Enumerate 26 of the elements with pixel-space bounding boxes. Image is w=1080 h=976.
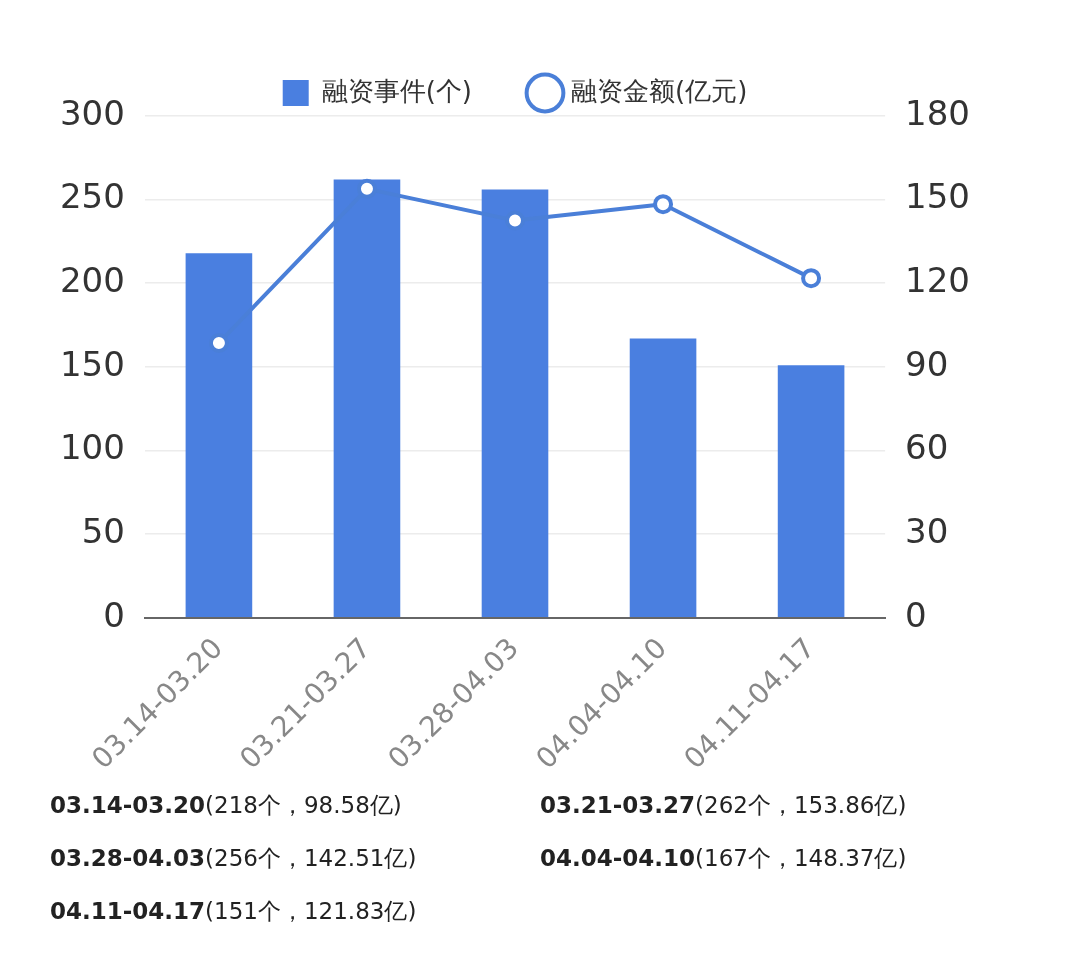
- y-tick-label: 300: [59, 92, 125, 133]
- text: (151个，121.83亿): [205, 898, 417, 924]
- category-label: 03.28-04.03: [50, 845, 206, 871]
- legend-label: 融资事件(个): [321, 75, 473, 106]
- y-tick-label: 250: [59, 176, 125, 217]
- y2-tick-label: 150: [905, 176, 971, 217]
- y2-tick-label: 120: [905, 260, 971, 301]
- y2-tick-label: 60: [905, 427, 949, 468]
- text: (218个，98.58亿): [205, 792, 402, 818]
- y-tick-label: 50: [81, 510, 125, 551]
- text: (262个，153.86亿): [695, 792, 907, 818]
- text: (256个，142.51亿): [205, 845, 417, 871]
- y2-tick-label: 90: [905, 343, 949, 384]
- y-tick-label: 100: [59, 427, 125, 468]
- category-label: 04.04-04.10: [540, 845, 696, 871]
- y-tick-label: 150: [59, 343, 125, 384]
- y-tick-label: 0: [103, 594, 125, 635]
- category-label: 04.11-04.17: [50, 898, 206, 924]
- category-label: 03.21-03.27: [540, 792, 696, 818]
- y-tick-label: 200: [59, 260, 125, 301]
- y2-tick-label: 30: [905, 510, 949, 551]
- y2-tick-label: 180: [905, 92, 971, 133]
- legend-label: 融资金额(亿元): [571, 75, 748, 106]
- category-label: 03.14-03.20: [50, 792, 206, 818]
- y2-tick-label: 0: [905, 594, 927, 635]
- text: (167个，148.37亿): [695, 845, 907, 871]
